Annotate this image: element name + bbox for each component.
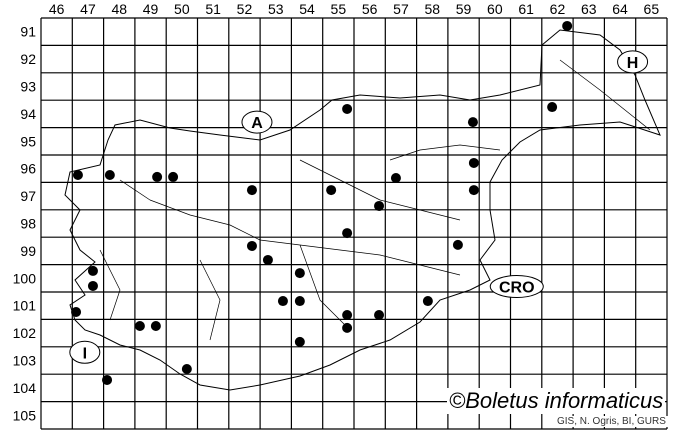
- column-label: 58: [424, 1, 440, 17]
- column-label: 48: [111, 1, 127, 17]
- record-dot: [87, 265, 98, 276]
- column-label: 60: [487, 1, 503, 17]
- column-label: 59: [456, 1, 472, 17]
- country-border: [64, 29, 661, 391]
- record-dot: [468, 185, 479, 196]
- column-label: 65: [644, 1, 660, 17]
- record-dot: [342, 103, 353, 114]
- region-label: CRO: [499, 280, 535, 297]
- record-dot: [452, 239, 463, 250]
- column-label: 61: [518, 1, 534, 17]
- column-label: 49: [143, 1, 159, 17]
- column-label: 53: [268, 1, 284, 17]
- row-label: 102: [13, 325, 37, 341]
- region-label: A: [251, 115, 263, 132]
- row-label: 97: [20, 188, 36, 204]
- record-dot: [71, 307, 82, 318]
- record-dot: [294, 336, 305, 347]
- row-label: 93: [20, 79, 36, 95]
- record-dot: [562, 20, 573, 31]
- column-label: 47: [80, 1, 96, 17]
- record-dot: [294, 268, 305, 279]
- region-label-ellipse: [489, 275, 544, 299]
- grid-lines: 46 47 48 49 50 51 52 53 54 55 56 57 58 59 60 61 62 63 64 65…: [13, 1, 668, 430]
- row-label: 94: [20, 106, 36, 122]
- column-label: 57: [393, 1, 409, 17]
- record-dot: [246, 240, 257, 251]
- row-label: 100: [13, 270, 37, 286]
- region-label-ellipse: [241, 110, 273, 134]
- column-label: 64: [612, 1, 628, 17]
- record-dot: [342, 228, 353, 239]
- record-dots: [71, 20, 573, 385]
- column-label: 62: [550, 1, 566, 17]
- rivers: [99, 59, 651, 341]
- record-dot: [134, 320, 145, 331]
- column-label: 51: [205, 1, 221, 17]
- record-dot: [467, 117, 478, 128]
- region-label-ellipse: [617, 50, 649, 74]
- record-dot: [374, 310, 385, 321]
- region-label: H: [627, 55, 639, 72]
- record-dot: [152, 171, 163, 182]
- data-source: GIS, N. Ogris, BI, GURS: [555, 416, 668, 427]
- record-dot: [326, 185, 337, 196]
- row-label: 91: [20, 24, 36, 40]
- region-label-ellipse: [69, 340, 101, 364]
- record-dot: [168, 171, 179, 182]
- column-label: 46: [49, 1, 65, 17]
- record-dot: [150, 320, 161, 331]
- row-label: 92: [20, 51, 36, 67]
- record-dot: [342, 310, 353, 321]
- record-dot: [342, 322, 353, 333]
- record-dot: [468, 157, 479, 168]
- record-dot: [72, 170, 83, 181]
- row-label: 105: [13, 407, 37, 423]
- column-label: 50: [174, 1, 190, 17]
- column-label: 54: [299, 1, 315, 17]
- record-dot: [547, 102, 558, 113]
- row-label: 95: [20, 133, 36, 149]
- record-dot: [374, 200, 385, 211]
- record-dot: [181, 363, 192, 374]
- record-dot: [277, 296, 288, 307]
- column-label: 55: [331, 1, 347, 17]
- record-dot: [422, 296, 433, 307]
- row-label: 96: [20, 161, 36, 177]
- row-label: 103: [13, 353, 37, 369]
- row-label: 104: [13, 380, 37, 396]
- record-dot: [390, 173, 401, 184]
- row-label: 101: [13, 298, 37, 314]
- record-dot: [262, 254, 273, 265]
- column-label: 63: [581, 1, 597, 17]
- region-label: I: [83, 345, 87, 362]
- record-dot: [294, 296, 305, 307]
- record-dot: [87, 280, 98, 291]
- record-dot: [104, 170, 115, 181]
- region-labels: A H CRO I: [69, 50, 649, 364]
- row-label: 99: [20, 243, 36, 259]
- row-label: 98: [20, 216, 36, 232]
- column-label: 56: [362, 1, 378, 17]
- record-dot: [246, 185, 257, 196]
- record-dot: [102, 374, 113, 385]
- column-label: 52: [237, 1, 253, 17]
- copyright-credit: ©Boletus informaticus: [447, 388, 666, 414]
